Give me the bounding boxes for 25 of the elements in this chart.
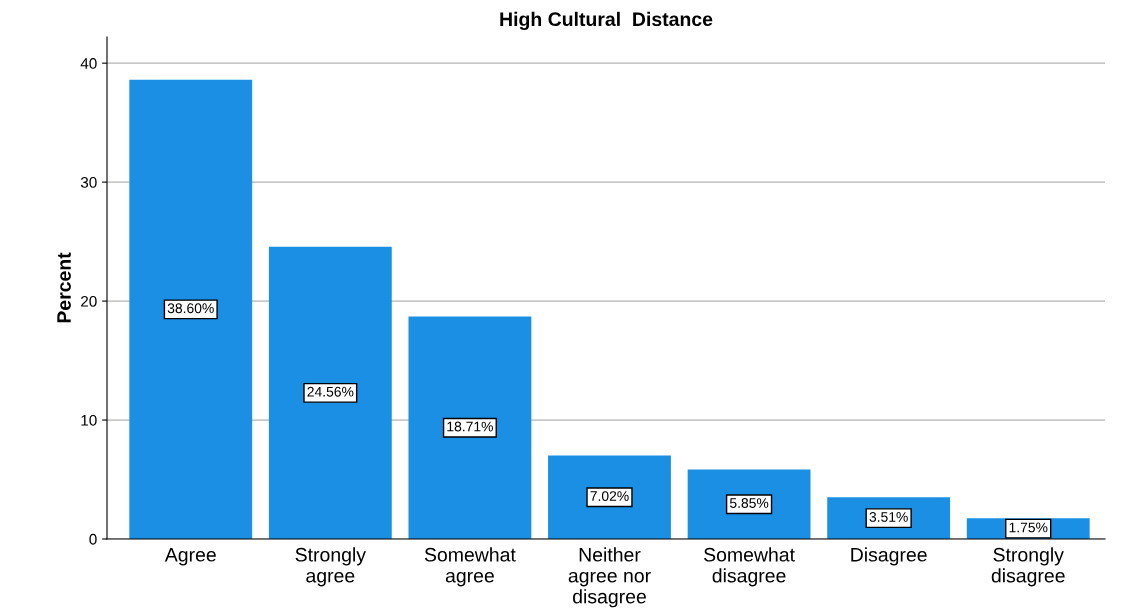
- y-tick-label: 0: [89, 533, 97, 545]
- x-tick-label: Disagree: [851, 547, 927, 566]
- y-tick-label: 40: [80, 58, 97, 69]
- bar: [268, 246, 392, 539]
- bar: [548, 455, 671, 539]
- y-axis-title: Percent: [57, 252, 71, 323]
- y-tick-label: 10: [81, 414, 97, 426]
- data-label: 1.75%: [1009, 522, 1048, 533]
- x-tick-label: Agree: [164, 548, 216, 566]
- x-tick-label: Somewhat disagree: [704, 547, 795, 587]
- x-tick-label: Somewhat agree: [424, 547, 516, 587]
- y-tick-label: 20: [81, 295, 97, 307]
- data-label: 3.51%: [869, 512, 908, 522]
- bar: [408, 316, 532, 539]
- y-tick-label: 30: [80, 177, 97, 188]
- x-tick-label: Strongly disagree: [991, 547, 1065, 587]
- chart-title: High Cultural Distance: [500, 11, 713, 31]
- data-label: 24.56%: [307, 386, 354, 397]
- data-label: 18.71%: [447, 421, 493, 432]
- x-tick-label: Strongly agree: [295, 547, 366, 587]
- bar: [129, 79, 253, 539]
- data-label: 5.85%: [729, 498, 769, 508]
- data-label: 38.60%: [167, 303, 214, 314]
- data-label: 7.02%: [590, 491, 629, 501]
- x-tick-label: Neither agree nor disagree: [568, 547, 651, 608]
